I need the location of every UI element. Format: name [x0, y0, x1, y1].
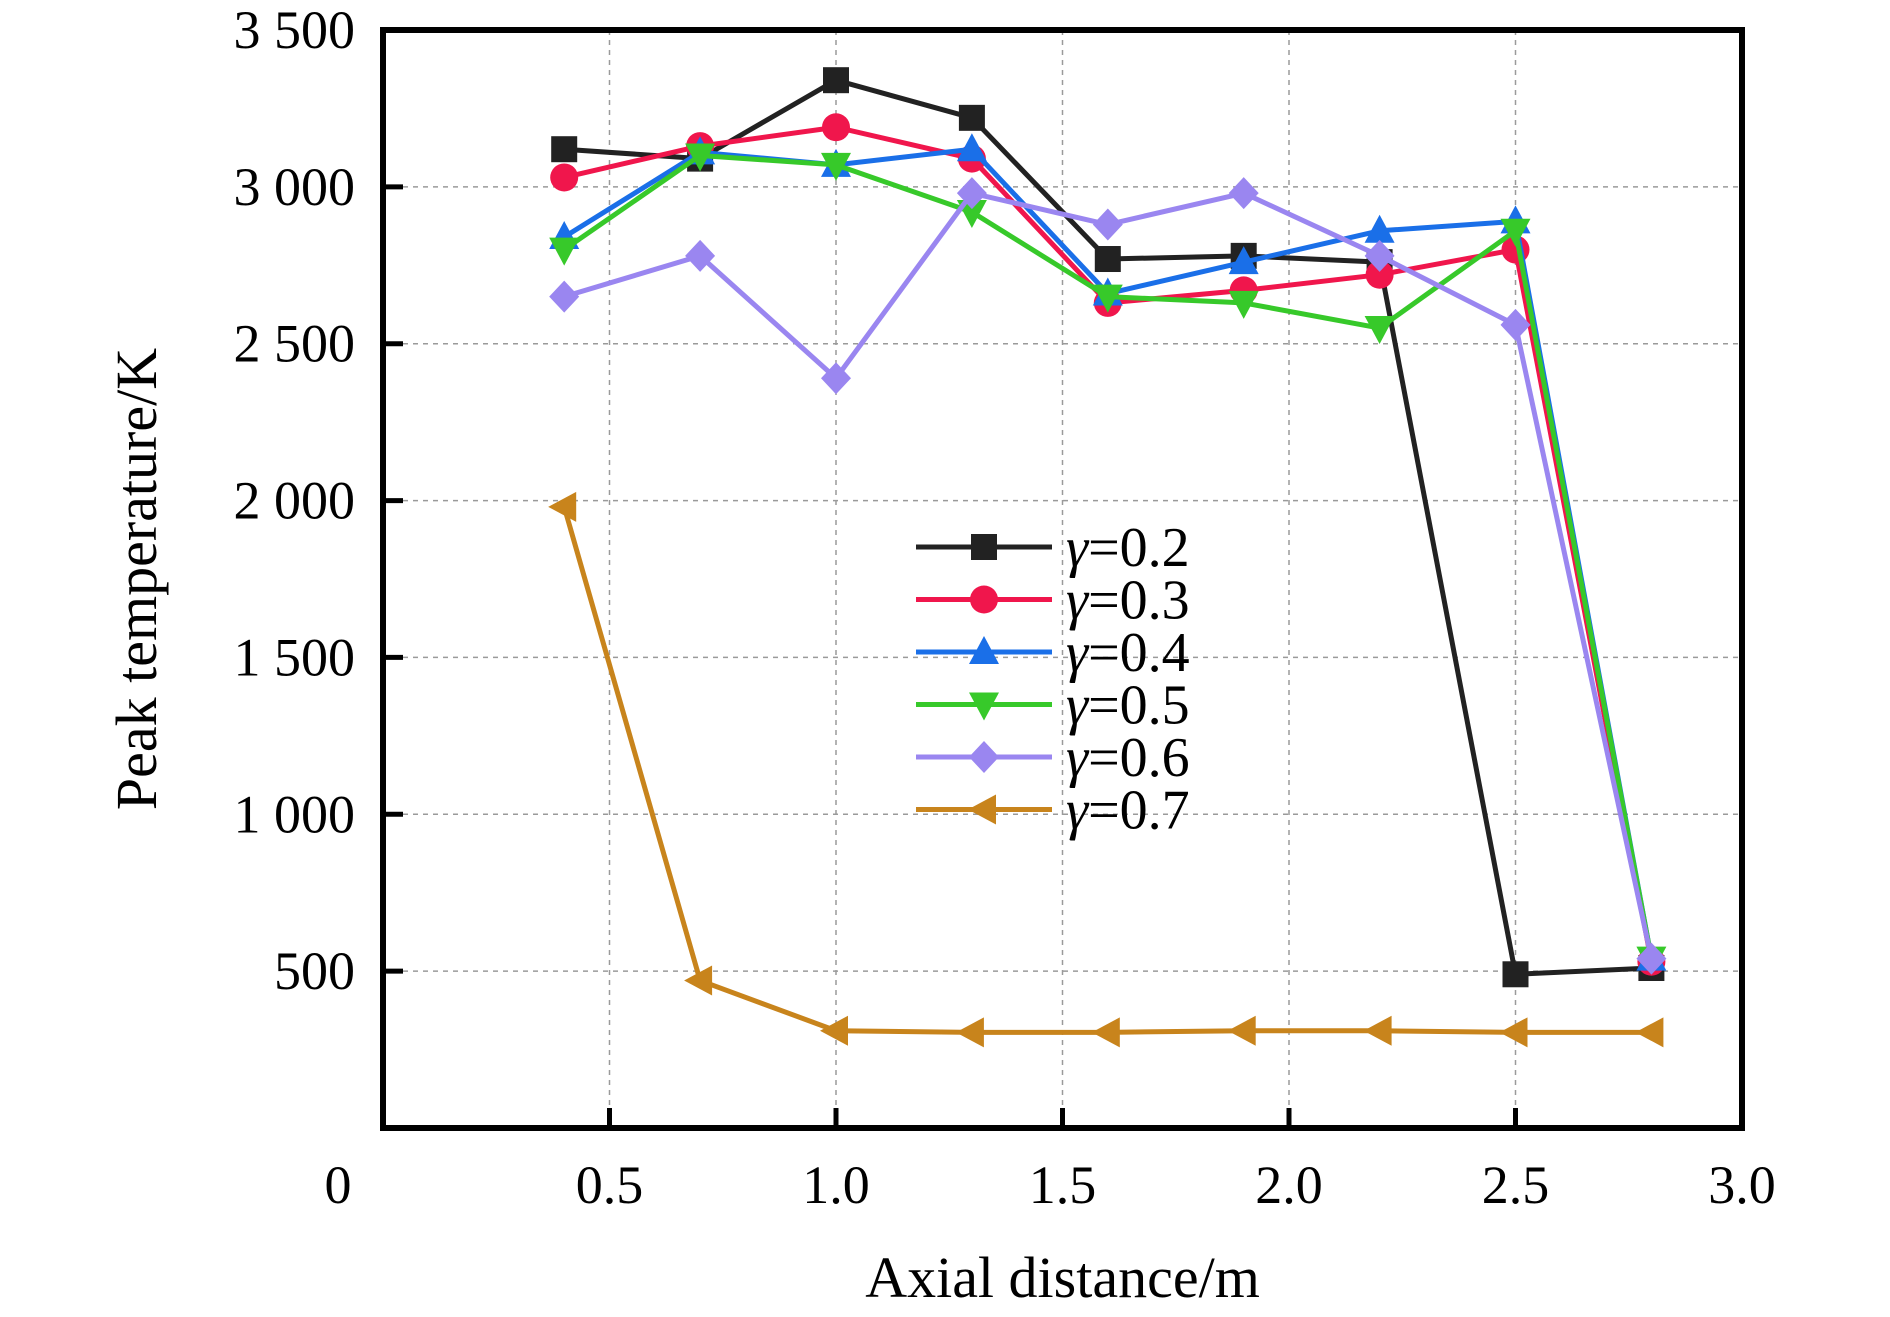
x-tick-label: 1.0	[802, 1155, 870, 1215]
data-point	[1364, 239, 1395, 272]
legend-label: γ=0.2	[1066, 517, 1190, 579]
legend-marker	[969, 741, 999, 773]
data-point	[684, 965, 713, 996]
y-axis-title: Peak temperature/K	[104, 348, 169, 810]
legend-item: γ=0.7	[916, 780, 1190, 842]
data-point	[1364, 316, 1395, 345]
data-point	[1228, 290, 1259, 319]
y-tick-label: 2 500	[234, 314, 356, 374]
data-point	[1091, 1017, 1120, 1048]
legend-label: γ=0.5	[1066, 675, 1190, 737]
data-point	[1365, 260, 1394, 289]
data-point	[956, 177, 987, 210]
x-tick-label: 1.5	[1029, 1155, 1097, 1215]
y-tick-label: 3 000	[234, 157, 356, 217]
axis-ticks	[383, 27, 1745, 1128]
data-point	[1228, 246, 1259, 275]
y-tick-label: 500	[274, 941, 355, 1001]
data-point	[955, 1017, 984, 1048]
data-point	[1502, 961, 1529, 988]
legend-marker	[970, 585, 998, 614]
series-group	[548, 67, 1667, 1048]
x-tick-label: 0.5	[576, 1155, 644, 1215]
legend-item: γ=0.6	[916, 727, 1190, 789]
legend-marker	[969, 636, 999, 664]
legend-marker	[971, 534, 997, 560]
data-point	[1092, 284, 1123, 313]
data-point	[685, 239, 716, 272]
legend-label: γ=0.6	[1066, 727, 1190, 789]
x-tick-label: 2.5	[1482, 1155, 1550, 1215]
y-tick-label: 3 500	[234, 0, 356, 60]
data-point	[1364, 214, 1395, 243]
data-point	[1227, 1015, 1256, 1046]
x-axis-title: Axial distance/m	[865, 1245, 1260, 1310]
legend-label: γ=0.4	[1066, 622, 1190, 684]
data-point	[685, 143, 716, 172]
data-point	[823, 67, 849, 94]
legend: γ=0.2γ=0.3γ=0.4γ=0.5γ=0.6γ=0.7	[916, 517, 1190, 842]
x-tick-label: 3.0	[1708, 1155, 1776, 1215]
data-point	[550, 163, 579, 192]
legend-label: γ=0.3	[1066, 570, 1190, 632]
data-point	[1635, 1017, 1664, 1048]
legend-marker	[969, 692, 999, 721]
data-point	[821, 152, 851, 181]
legend-label: γ=0.7	[1066, 780, 1190, 842]
data-point	[821, 362, 851, 395]
data-point	[956, 133, 987, 162]
data-point	[549, 237, 580, 266]
legend-item: γ=0.4	[916, 622, 1190, 684]
x-tick-label: 2.0	[1255, 1155, 1323, 1215]
series-6	[548, 491, 1664, 1048]
series-4	[549, 143, 1667, 975]
data-point	[958, 104, 985, 131]
series-5	[549, 177, 1667, 975]
legend-item: γ=0.5	[916, 675, 1190, 737]
y-tick-label: 1 500	[234, 627, 356, 687]
tick-labels: 0.5 1.0 1.5 2.0 2.5 3.0 500 1 000 1 500 2 000 2 50…	[234, 0, 1776, 1215]
data-point	[822, 113, 850, 142]
data-point	[1500, 308, 1531, 341]
data-point	[1500, 218, 1531, 247]
data-point	[1499, 1017, 1528, 1048]
data-point	[1363, 1015, 1392, 1046]
data-point	[1092, 208, 1123, 241]
data-point	[548, 491, 577, 522]
data-point	[551, 136, 578, 163]
origin-label: 0	[325, 1155, 352, 1215]
y-tick-label: 2 000	[234, 471, 356, 531]
data-point	[1094, 246, 1121, 273]
data-point	[820, 1015, 848, 1046]
legend-item: γ=0.3	[916, 570, 1190, 632]
legend-item: γ=0.2	[916, 517, 1190, 579]
legend-marker	[968, 794, 996, 825]
data-point	[1636, 942, 1667, 975]
y-tick-label: 1 000	[234, 784, 356, 844]
data-point	[549, 280, 580, 313]
data-point	[1228, 177, 1259, 210]
